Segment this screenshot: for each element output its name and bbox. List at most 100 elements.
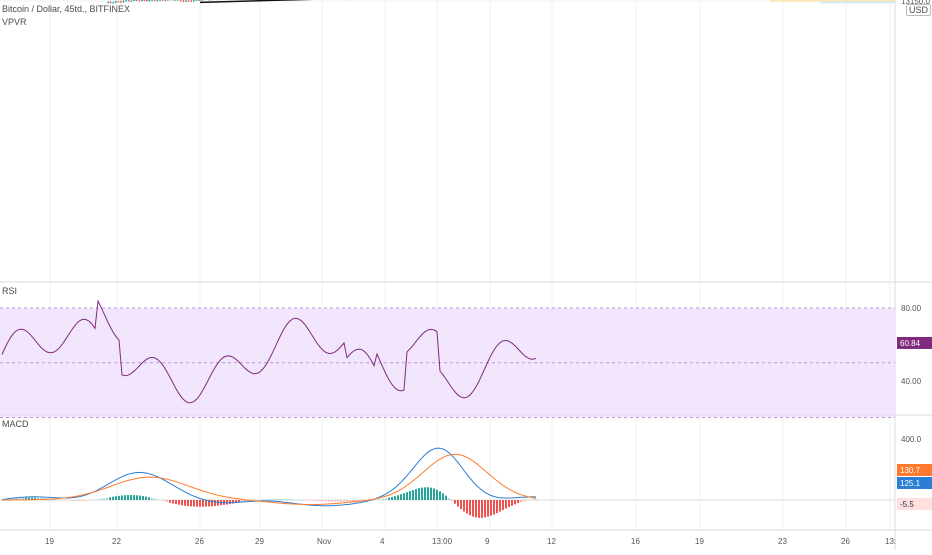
macd-hist-bar — [145, 497, 147, 500]
candle-body — [131, 1, 133, 2]
macd-hist-bar — [151, 498, 153, 500]
macd-value-label: 125.1 — [900, 479, 921, 488]
macd-hist-bar — [133, 495, 135, 500]
time-tick-label: Nov — [317, 537, 331, 546]
macd-hist-bar — [58, 500, 60, 501]
candle-body — [144, 0, 146, 1]
time-tick-label: 26 — [195, 537, 204, 546]
macd-hist-bar — [352, 500, 354, 501]
macd-hist-label: -5.5 — [900, 500, 914, 509]
macd-hist-bar — [349, 500, 351, 502]
macd-hist-bar — [61, 500, 63, 501]
macd-hist-bar — [271, 499, 273, 500]
macd-hist-bar — [475, 500, 477, 517]
candle-body — [136, 0, 138, 1]
macd-hist-bar — [511, 500, 513, 506]
macd-hist-bar — [163, 500, 165, 501]
macd-hist-bar — [94, 500, 96, 501]
macd-hist-bar — [379, 499, 381, 500]
candle-body — [120, 1, 122, 2]
signal-line — [2, 454, 536, 504]
macd-hist-bar — [427, 487, 429, 500]
macd-hist-bar — [430, 488, 432, 500]
macd-hist-bar — [385, 498, 387, 500]
macd-hist-bar — [460, 500, 462, 509]
macd-hist-bar — [136, 495, 138, 500]
macd-hist-bar — [493, 500, 495, 514]
time-tick-label: 29 — [255, 537, 264, 546]
time-tick-label: 13:00 — [432, 537, 453, 546]
vpvr-indicator-label[interactable]: VPVR — [2, 17, 27, 27]
macd-hist-bar — [496, 500, 498, 513]
macd-hist-bar — [106, 498, 108, 500]
macd-hist-bar — [514, 500, 516, 504]
currency-badge[interactable]: USD — [906, 4, 931, 16]
macd-hist-bar — [67, 500, 69, 501]
macd-hist-bar — [196, 500, 198, 507]
macd-hist-bar — [439, 491, 441, 500]
macd-hist-bar — [526, 500, 528, 501]
macd-hist-bar — [166, 500, 168, 502]
macd-hist-bar — [535, 499, 537, 500]
candle-body — [141, 0, 143, 1]
macd-hist-bar — [463, 500, 465, 512]
macd-hist-bar — [274, 499, 276, 500]
macd-hist-bar — [448, 498, 450, 500]
macd-hist-bar — [391, 497, 393, 500]
macd-hist-bar — [175, 500, 177, 504]
macd-hist-bar — [505, 500, 507, 509]
macd-hist-bar — [160, 500, 162, 501]
macd-hist-bar — [316, 500, 318, 501]
macd-hist-bar — [109, 497, 111, 500]
macd-hist-bar — [157, 500, 159, 501]
macd-hist-bar — [328, 500, 330, 501]
macd-pane-label[interactable]: MACD — [2, 419, 29, 429]
macd-hist-bar — [469, 500, 471, 515]
macd-hist-bar — [97, 499, 99, 500]
macd-hist-bar — [313, 500, 315, 501]
macd-hist-bar — [343, 500, 345, 502]
macd-hist-bar — [376, 500, 378, 501]
macd-hist-bar — [298, 500, 300, 501]
rsi-tick-label: 40.00 — [901, 377, 922, 386]
macd-hist-bar — [154, 499, 156, 500]
time-tick-label: 12 — [547, 537, 556, 546]
macd-hist-bar — [283, 499, 285, 500]
macd-hist-bar — [373, 500, 375, 501]
macd-hist-bar — [445, 496, 447, 500]
macd-hist-bar — [406, 492, 408, 500]
candle-body — [123, 1, 125, 2]
macd-hist-bar — [307, 500, 309, 501]
macd-hist-bar — [322, 500, 324, 501]
macd-hist-bar — [88, 500, 90, 501]
macd-hist-bar — [295, 500, 297, 501]
macd-hist-bar — [289, 499, 291, 500]
candle-body — [154, 0, 156, 1]
rsi-value-label: 60.84 — [900, 339, 921, 348]
macd-hist-bar — [466, 500, 468, 514]
macd-hist-bar — [118, 496, 120, 500]
macd-hist-bar — [202, 500, 204, 507]
price-tick-label: 13650.0 — [901, 0, 930, 1]
macd-hist-bar — [334, 500, 336, 502]
macd-hist-bar — [415, 489, 417, 500]
macd-hist-bar — [79, 500, 81, 501]
time-tick-label: 13: — [885, 537, 896, 546]
macd-hist-bar — [76, 500, 78, 501]
macd-hist-bar — [484, 500, 486, 517]
candle-body — [125, 0, 127, 1]
rsi-pane-label[interactable]: RSI — [2, 286, 17, 296]
macd-line — [2, 448, 536, 506]
candle-body — [157, 0, 159, 1]
macd-hist-bar — [499, 500, 501, 512]
macd-hist-bar — [229, 500, 231, 504]
time-tick-label: 4 — [380, 537, 385, 546]
macd-hist-bar — [523, 500, 525, 501]
candle-body — [151, 0, 153, 1]
candle-body — [164, 0, 166, 1]
